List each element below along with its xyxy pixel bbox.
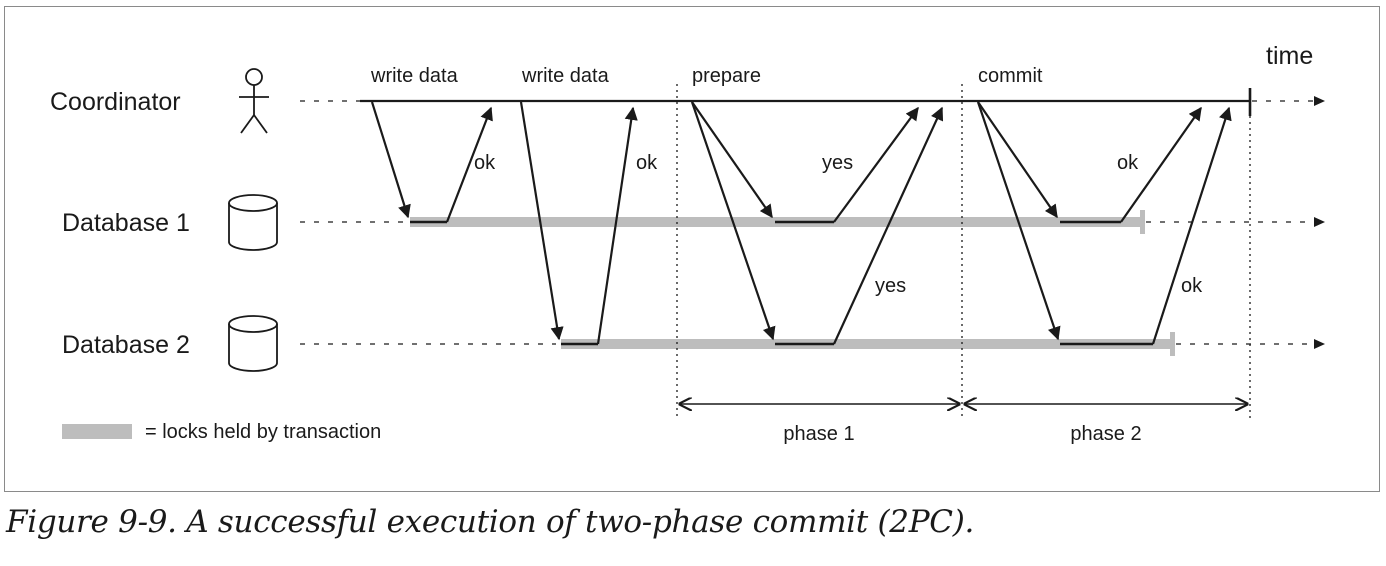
- ok-db1-commit-arrow: [1120, 106, 1202, 223]
- write-data-db1-arrow: [370, 101, 411, 219]
- ok-db2-write-label: ok: [636, 152, 658, 174]
- processing-segments: [410, 220, 1153, 346]
- db2-time-arrowhead: [1314, 339, 1325, 349]
- ok-db2-commit-label: ok: [1181, 275, 1203, 297]
- two-phase-commit-diagram: Coordinator Database 1 Database 2: [50, 42, 1325, 445]
- database2-cylinder-icon: [228, 315, 278, 372]
- ok-db1-write-label: ok: [474, 152, 496, 174]
- db1-time-arrowhead: [1314, 217, 1325, 227]
- ok-db2-write-arrow: [596, 106, 638, 345]
- database1-label: Database 1: [62, 209, 190, 237]
- commit-db1-arrow: [977, 101, 1058, 219]
- yes-db1-label: yes: [822, 152, 853, 174]
- yes-db2-arrow: [832, 106, 944, 345]
- phase2-label: phase 2: [1070, 423, 1141, 445]
- diagram-frame: [4, 6, 1380, 492]
- coordinator-person-icon: [239, 68, 269, 134]
- db1-lock-bar-end: [1140, 210, 1145, 234]
- prepare-db2-arrow: [690, 101, 776, 341]
- write-data-2-label: write data: [521, 65, 610, 87]
- commit-label: commit: [978, 65, 1043, 87]
- commit-db2-arrow: [976, 101, 1061, 341]
- database1-cylinder-icon: [228, 194, 278, 251]
- legend-lock-label: = locks held by transaction: [145, 421, 381, 443]
- db2-lock-bar-end: [1170, 332, 1175, 356]
- coordinator-label: Coordinator: [50, 88, 181, 116]
- figure-caption: Figure 9-9. A successful execution of tw…: [6, 504, 975, 540]
- db2-lock-bar: [561, 339, 1173, 349]
- phase1-label: phase 1: [783, 423, 854, 445]
- ok-db2-commit-arrow: [1151, 106, 1232, 345]
- database2-label: Database 2: [62, 331, 190, 359]
- prepare-db1-arrow: [691, 101, 773, 219]
- phase-separators: [676, 84, 1251, 418]
- yes-db2-label: yes: [875, 275, 906, 297]
- prepare-label: prepare: [692, 65, 761, 87]
- timelines: [300, 100, 1322, 345]
- ok-db1-commit-label: ok: [1117, 152, 1139, 174]
- time-arrowheads: [1314, 96, 1325, 349]
- coordinator-time-arrowhead: [1314, 96, 1325, 106]
- legend-lock-swatch: [62, 424, 132, 439]
- yes-db1-arrow: [833, 106, 919, 223]
- write-data-db2-arrow: [519, 101, 564, 341]
- ok-db1-write-arrow: [445, 106, 493, 223]
- write-data-1-label: write data: [370, 65, 459, 87]
- time-label: time: [1266, 42, 1313, 70]
